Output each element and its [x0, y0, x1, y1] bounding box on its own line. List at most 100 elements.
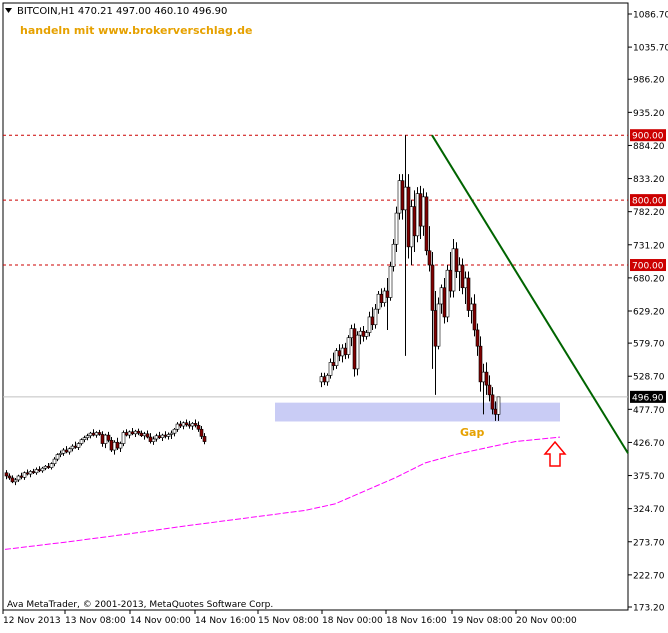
candle-body	[97, 432, 102, 435]
x-tick-label: 12 Nov 2013	[3, 616, 61, 626]
candle-body	[187, 424, 192, 427]
gap-zone	[275, 402, 560, 422]
y-tick-label: 173.20	[633, 604, 665, 614]
level-tag-label: 700.00	[632, 262, 664, 272]
candle-body	[178, 423, 183, 427]
candle-body	[463, 277, 468, 289]
candle	[454, 242, 459, 279]
candle-body	[475, 329, 480, 347]
candle-body	[64, 449, 69, 453]
x-tick-label: 20 Nov 00:00	[516, 616, 577, 626]
candle	[478, 336, 483, 392]
candle-body	[43, 465, 48, 469]
candle-body	[394, 212, 399, 245]
y-tick-label: 579.70	[633, 340, 665, 350]
candle	[373, 303, 378, 329]
candle	[484, 362, 489, 395]
y-tick-label: 986.20	[633, 76, 665, 86]
candle-body	[67, 448, 72, 453]
candle-body	[448, 269, 453, 292]
candle-body	[22, 472, 27, 478]
y-tick-label: 884.20	[633, 142, 665, 152]
candle-body	[358, 330, 363, 336]
candle-body	[496, 396, 501, 415]
candle	[415, 187, 420, 243]
candle-body	[349, 328, 354, 339]
plot-area	[2, 2, 629, 611]
y-tick-label: 680.20	[633, 274, 665, 284]
candle	[424, 192, 429, 256]
candle-body	[427, 250, 432, 266]
candle	[97, 429, 102, 436]
candle-body	[469, 303, 474, 311]
candle-body	[352, 328, 357, 370]
candle-body	[457, 264, 462, 272]
candle	[397, 174, 402, 220]
candle-body	[28, 471, 33, 475]
candle	[151, 436, 156, 445]
y-tick-label: 477.70	[633, 406, 665, 416]
candle	[328, 358, 333, 379]
candle-body	[484, 371, 489, 386]
candle	[55, 453, 60, 462]
candle-body	[460, 264, 465, 289]
y-tick-label: 782.20	[633, 208, 665, 218]
candle-body	[337, 350, 342, 357]
candle	[466, 271, 471, 317]
candle	[4, 470, 9, 480]
candle-body	[40, 467, 45, 472]
price-axis: 1086.70 1035.70 986.20 935.20 884.20 833.20 78…	[628, 11, 668, 614]
candle-body	[127, 431, 132, 436]
x-tick-label: 13 Nov 08:00	[65, 616, 126, 626]
y-tick-label: 1086.70	[633, 11, 668, 21]
candle-body	[388, 266, 393, 298]
candle-body	[382, 290, 387, 303]
candle	[496, 396, 501, 421]
candle-body	[130, 431, 135, 435]
candle-body	[472, 303, 477, 331]
x-tick-label: 14 Nov 00:00	[130, 616, 191, 626]
candle-body	[343, 347, 348, 355]
candle-body	[397, 180, 402, 214]
candle-body	[109, 439, 114, 451]
gap-zone-layer	[275, 402, 560, 422]
candle-body	[13, 479, 18, 483]
candle-body	[85, 435, 90, 439]
candle	[22, 471, 27, 480]
dropdown-triangle-icon[interactable]	[5, 8, 12, 13]
candle-body	[322, 376, 327, 383]
level-tag-label: 900.00	[632, 132, 664, 142]
candle-body	[19, 475, 24, 478]
candle	[85, 433, 90, 441]
candle-body	[346, 337, 351, 355]
candle	[334, 348, 339, 369]
candle-body	[361, 330, 366, 337]
candle-body	[133, 430, 138, 435]
candle-body	[4, 472, 9, 477]
candle-body	[451, 248, 456, 292]
candle-body	[430, 264, 435, 311]
candle-body	[166, 434, 171, 437]
candle-body	[121, 432, 126, 444]
candle	[394, 206, 399, 253]
candle-body	[37, 469, 42, 472]
candle	[436, 297, 441, 350]
candle-body	[157, 435, 162, 439]
candle-body	[49, 463, 54, 468]
candle	[106, 431, 111, 443]
candle-body	[7, 475, 12, 479]
candle-body	[10, 477, 15, 483]
candle-body	[94, 432, 99, 436]
candle-body	[190, 423, 195, 427]
candle	[460, 258, 465, 295]
candle-body	[385, 290, 390, 298]
candle-body	[103, 434, 108, 444]
candle	[445, 265, 450, 323]
candle	[199, 426, 204, 439]
candle	[175, 422, 180, 432]
candle-body	[25, 472, 30, 475]
candle-body	[172, 428, 177, 434]
candle	[472, 294, 477, 337]
